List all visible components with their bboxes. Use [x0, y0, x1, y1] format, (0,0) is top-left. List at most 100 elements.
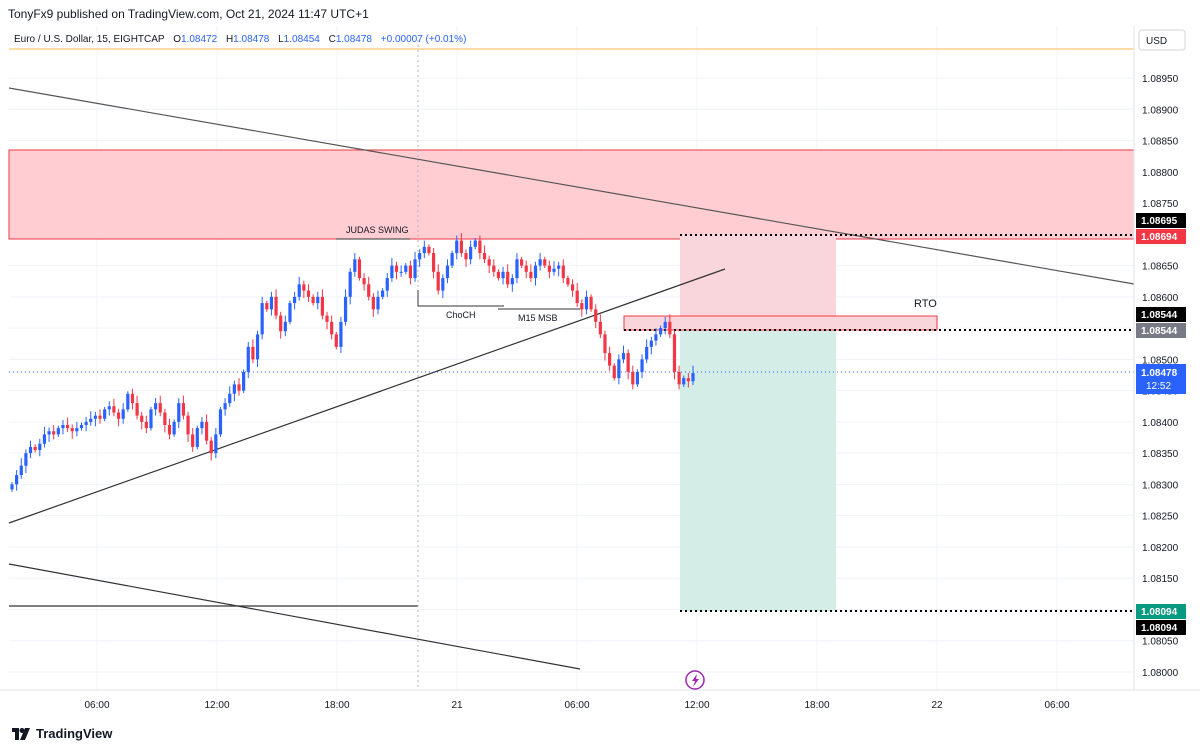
- candle: [24, 453, 28, 466]
- candle: [186, 415, 190, 435]
- descending-trendline[interactable]: [8, 87, 1135, 285]
- candle: [330, 321, 334, 335]
- x-tick-label: 06:00: [564, 700, 589, 711]
- msb-label: M15 MSB: [518, 313, 558, 323]
- symbol-name: Euro / U.S. Dollar, 15, EIGHTCAP: [14, 34, 165, 45]
- candle: [617, 359, 621, 379]
- tradingview-logo[interactable]: TradingView: [12, 726, 112, 741]
- publisher-line: TonyFx9 published on TradingView.com, Oc…: [8, 7, 369, 21]
- candle: [422, 246, 426, 254]
- candle: [357, 259, 362, 279]
- candle: [103, 409, 107, 419]
- candle: [570, 284, 575, 291]
- candle: [89, 418, 93, 422]
- candle: [348, 271, 352, 297]
- candle: [112, 406, 116, 413]
- price-label-3: 1.08544: [1141, 310, 1178, 321]
- candle: [487, 259, 491, 266]
- candle: [274, 296, 278, 316]
- candle: [399, 271, 403, 273]
- candle: [154, 403, 158, 410]
- tradingview-brand: TradingView: [36, 726, 113, 741]
- candle: [353, 259, 357, 272]
- candle: [61, 425, 65, 429]
- candle: [242, 371, 246, 391]
- candle: [367, 284, 371, 297]
- candle: [529, 271, 533, 279]
- candle: [441, 278, 445, 291]
- candle: [237, 384, 241, 391]
- candle: [316, 296, 320, 304]
- x-tick-label: 06:00: [1044, 700, 1069, 711]
- x-tick-label: 21: [451, 700, 463, 711]
- candle: [598, 321, 602, 335]
- candle: [445, 265, 450, 279]
- last-price-bg: [1136, 364, 1186, 394]
- ascending-trendline[interactable]: [8, 268, 726, 524]
- take-profit-zone: [680, 330, 836, 611]
- candle: [654, 334, 658, 341]
- candle: [404, 265, 408, 272]
- candle: [686, 378, 690, 382]
- candle: [482, 253, 487, 260]
- candle: [362, 278, 366, 285]
- price-label-1: 1.08695: [1141, 216, 1178, 227]
- candle: [381, 290, 385, 297]
- candle: [116, 412, 121, 419]
- candle: [450, 253, 454, 266]
- candle: [158, 403, 162, 413]
- candle: [418, 253, 422, 260]
- candle: [149, 409, 153, 429]
- candle: [524, 265, 528, 272]
- candle: [292, 296, 297, 304]
- candle: [255, 334, 260, 360]
- lightning-icon[interactable]: [685, 670, 705, 690]
- candle: [177, 403, 181, 422]
- candle: [589, 296, 593, 310]
- candle: [246, 346, 250, 372]
- candle: [126, 393, 130, 410]
- candle: [47, 431, 51, 435]
- candle: [79, 425, 84, 429]
- y-tick-label: 1.08850: [1142, 137, 1179, 148]
- candle: [228, 393, 232, 404]
- candle: [144, 421, 148, 429]
- candle: [376, 296, 380, 310]
- time-axis[interactable]: 06:00 12:00 18:00 21 06:00 12:00 18:00 22 06:00: [84, 700, 1069, 711]
- candle: [297, 284, 301, 297]
- candle: [65, 425, 70, 429]
- candle: [668, 321, 672, 335]
- price-label-bg-1: [1136, 213, 1186, 228]
- y-tick-label: 1.08900: [1142, 105, 1179, 116]
- candle: [594, 309, 598, 322]
- price-label-4: 1.08544: [1141, 326, 1178, 337]
- candle: [140, 415, 144, 422]
- candle: [533, 265, 538, 279]
- countdown-label: 12:52: [1146, 381, 1171, 392]
- candle: [320, 296, 324, 316]
- currency-label: USD: [1146, 36, 1167, 47]
- y-tick-label: 1.08500: [1142, 355, 1179, 366]
- candle: [288, 303, 292, 322]
- candle: [33, 446, 37, 451]
- price-label-bg-3: [1136, 307, 1186, 322]
- lower-trendline[interactable]: [8, 563, 581, 670]
- candle: [621, 353, 626, 360]
- candle: [200, 421, 204, 429]
- price-label-bg-2: [1136, 229, 1186, 244]
- candle: [339, 321, 343, 347]
- candle: [260, 303, 264, 335]
- price-label-bg-5: [1136, 604, 1186, 619]
- candle: [325, 315, 329, 322]
- price-chart[interactable]: JUDAS SWING ChoCH M15 MSB RTO Euro / U.S…: [0, 26, 1200, 723]
- y-tick-label: 1.08950: [1142, 74, 1179, 85]
- candle: [501, 271, 505, 279]
- symbol-legend[interactable]: Euro / U.S. Dollar, 15, EIGHTCAP O1.0847…: [14, 34, 466, 45]
- price-label-bg-4: [1136, 323, 1186, 338]
- currency-button[interactable]: [1138, 29, 1186, 51]
- y-tick-label: 1.08600: [1142, 293, 1179, 304]
- candle: [394, 265, 399, 272]
- candle: [427, 246, 431, 254]
- candle: [543, 259, 547, 266]
- candle: [10, 484, 14, 490]
